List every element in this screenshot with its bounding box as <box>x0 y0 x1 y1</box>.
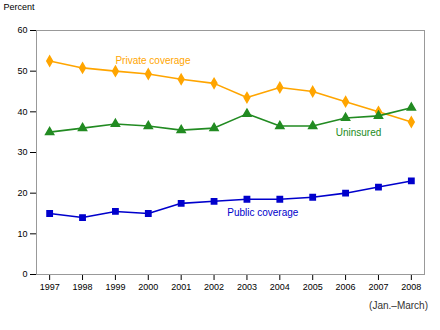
svg-text:1999: 1999 <box>105 282 125 292</box>
svg-text:1998: 1998 <box>73 282 93 292</box>
html-text:(Jan.–March): (Jan.–March) <box>369 300 428 311</box>
svg-text:Public coverage: Public coverage <box>227 207 299 218</box>
svg-text:40: 40 <box>17 107 27 117</box>
svg-text:0: 0 <box>22 269 27 279</box>
svg-text:2001: 2001 <box>171 282 191 292</box>
svg-text:60: 60 <box>17 25 27 35</box>
svg-text:50: 50 <box>17 66 27 76</box>
svg-text:2006: 2006 <box>336 282 356 292</box>
svg-text:10: 10 <box>17 229 27 239</box>
svg-text:2004: 2004 <box>270 282 290 292</box>
svg-text:2005: 2005 <box>303 282 323 292</box>
svg-text:1997: 1997 <box>40 282 60 292</box>
svg-text:2003: 2003 <box>237 282 257 292</box>
svg-text:30: 30 <box>17 147 27 157</box>
svg-text:Percent: Percent <box>4 2 36 12</box>
svg-text:2002: 2002 <box>204 282 224 292</box>
svg-text:Uninsured: Uninsured <box>336 127 382 138</box>
svg-text:2007: 2007 <box>368 282 388 292</box>
svg-text:2000: 2000 <box>138 282 158 292</box>
svg-text:2008: 2008 <box>401 282 421 292</box>
svg-text:Private coverage: Private coverage <box>115 55 190 66</box>
svg-text:20: 20 <box>17 188 27 198</box>
